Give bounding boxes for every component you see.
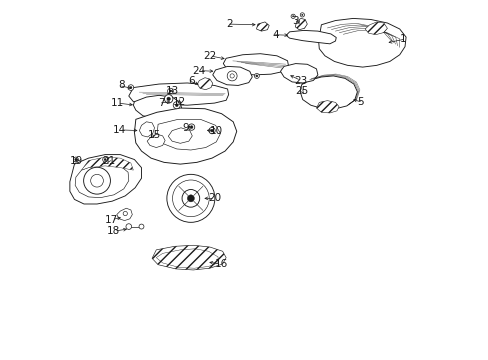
Circle shape: [167, 88, 173, 94]
Circle shape: [123, 211, 127, 216]
Polygon shape: [256, 22, 269, 31]
Text: 21: 21: [102, 156, 116, 166]
Circle shape: [139, 224, 143, 229]
Text: 18: 18: [107, 226, 120, 236]
Text: 15: 15: [147, 130, 161, 140]
Circle shape: [190, 126, 193, 129]
Circle shape: [164, 95, 173, 103]
Text: 5: 5: [356, 98, 363, 107]
Polygon shape: [128, 83, 228, 105]
Circle shape: [187, 195, 194, 202]
Polygon shape: [318, 18, 405, 67]
Text: 8: 8: [119, 80, 125, 90]
Polygon shape: [147, 134, 165, 148]
Text: 16: 16: [214, 259, 227, 269]
Text: 17: 17: [105, 215, 118, 225]
Polygon shape: [300, 76, 357, 109]
Circle shape: [83, 167, 110, 194]
Text: 12: 12: [173, 98, 186, 107]
Circle shape: [300, 13, 304, 17]
Text: 14: 14: [113, 125, 126, 135]
Text: 1: 1: [399, 34, 406, 44]
Polygon shape: [168, 128, 192, 143]
Circle shape: [208, 127, 215, 134]
Circle shape: [102, 157, 107, 162]
Text: 20: 20: [208, 193, 221, 203]
Polygon shape: [117, 208, 132, 221]
Text: 24: 24: [192, 66, 205, 76]
Circle shape: [73, 157, 78, 162]
Circle shape: [188, 124, 194, 130]
Circle shape: [166, 97, 170, 100]
Text: 25: 25: [295, 86, 308, 96]
Text: 22: 22: [203, 51, 216, 61]
Polygon shape: [365, 22, 386, 35]
Circle shape: [175, 104, 178, 107]
Circle shape: [290, 14, 295, 18]
Circle shape: [172, 180, 209, 217]
Circle shape: [130, 86, 132, 89]
Circle shape: [126, 224, 131, 229]
Polygon shape: [316, 100, 338, 113]
Polygon shape: [139, 122, 154, 137]
Text: 3: 3: [291, 16, 298, 26]
Circle shape: [166, 174, 214, 222]
Polygon shape: [280, 64, 317, 83]
Polygon shape: [70, 154, 141, 204]
Polygon shape: [157, 119, 220, 150]
Text: 4: 4: [272, 30, 279, 40]
Circle shape: [90, 174, 103, 187]
Polygon shape: [212, 66, 252, 85]
Text: 19: 19: [70, 156, 83, 166]
Circle shape: [182, 189, 199, 207]
Circle shape: [173, 102, 180, 109]
Circle shape: [104, 158, 106, 161]
Polygon shape: [285, 30, 336, 44]
Circle shape: [255, 75, 257, 77]
Circle shape: [75, 158, 77, 161]
Polygon shape: [81, 157, 133, 170]
Text: 2: 2: [226, 19, 233, 29]
Polygon shape: [75, 163, 128, 198]
Circle shape: [254, 73, 259, 78]
Text: 7: 7: [158, 98, 165, 108]
Text: 10: 10: [209, 126, 223, 136]
Text: 23: 23: [294, 76, 307, 86]
Text: 11: 11: [110, 98, 123, 108]
Polygon shape: [133, 95, 182, 118]
Polygon shape: [152, 245, 225, 270]
Circle shape: [301, 14, 303, 15]
Circle shape: [292, 15, 293, 17]
Polygon shape: [223, 54, 288, 75]
Text: 6: 6: [187, 76, 194, 86]
Text: 9: 9: [183, 123, 189, 133]
Polygon shape: [197, 78, 212, 90]
Circle shape: [229, 74, 234, 78]
Circle shape: [128, 85, 133, 90]
Circle shape: [169, 90, 171, 92]
Polygon shape: [134, 108, 236, 164]
Circle shape: [227, 71, 237, 81]
Text: 13: 13: [166, 86, 179, 96]
Polygon shape: [295, 18, 306, 30]
Circle shape: [210, 129, 213, 132]
